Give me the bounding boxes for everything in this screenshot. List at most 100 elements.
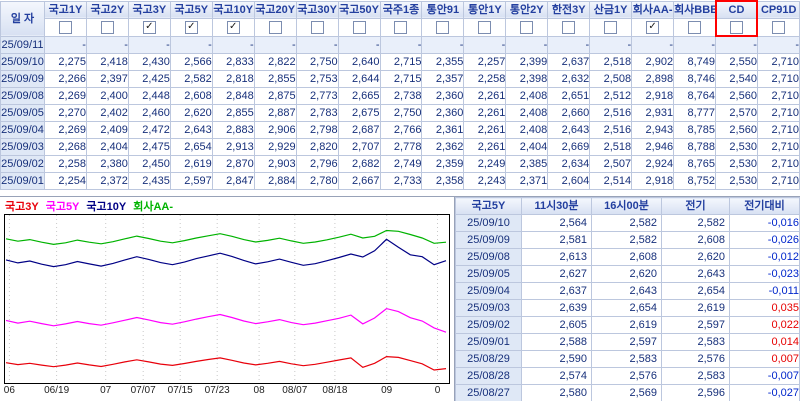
rate-cell: 2,778	[379, 138, 423, 156]
column-header-국주1종[interactable]: 국주1종	[379, 0, 423, 19]
rate-cell: 2,371	[505, 172, 549, 190]
column-header-산금1Y[interactable]: 산금1Y	[589, 0, 633, 19]
value-cell: 2,583	[661, 367, 730, 385]
rate-cell: 2,385	[505, 155, 549, 173]
column-checkbox-국주1종[interactable]	[394, 20, 408, 34]
column-checkbox-국고20Y[interactable]	[268, 20, 282, 34]
column-header-통안91[interactable]: 통안91	[421, 0, 465, 19]
daily-rates-table: 일 자 국고1Y 국고2Y 국고3Y 국고5Y 국고10Y 국고20Y 국고30Y 국고50Y…	[0, 0, 800, 190]
rate-row-25/09/03[interactable]: 25/09/03 2,268 2,404 2,475 2,654 2,913 2,929 2,…	[0, 138, 800, 156]
column-checkbox-통안91[interactable]	[436, 20, 450, 34]
intraday-row-25/08/29[interactable]: 25/08/29 2,590 2,583 2,576 0,007	[455, 350, 800, 368]
column-checkbox-통안2Y[interactable]	[520, 20, 534, 34]
intraday-change-header[interactable]: 전기대비	[729, 197, 800, 215]
rate-cell: 2,738	[379, 87, 423, 105]
rate-cell: 2,450	[127, 155, 171, 173]
rate-row-25/09/04[interactable]: 25/09/04 2,269 2,409 2,472 2,643 2,883 2,906 2,…	[0, 121, 800, 139]
date-cell: 25/09/01	[0, 172, 45, 190]
rate-row-25/09/05[interactable]: 25/09/05 2,270 2,402 2,460 2,620 2,855 2,887 2,…	[0, 104, 800, 122]
intraday-row-25/09/08[interactable]: 25/09/08 2,613 2,608 2,620 -0,012	[455, 248, 800, 266]
rate-cell: -	[631, 35, 675, 54]
intraday-1600-header[interactable]: 16시00분	[591, 197, 662, 215]
intraday-row-25/09/03[interactable]: 25/09/03 2,639 2,654 2,619 0,035	[455, 299, 800, 317]
intraday-row-25/09/05[interactable]: 25/09/05 2,627 2,620 2,643 -0,023	[455, 265, 800, 283]
change-cell: -0,011	[729, 282, 800, 300]
column-header-국고1Y[interactable]: 국고1Y	[44, 0, 87, 19]
column-checkbox-CD[interactable]	[729, 20, 743, 34]
intraday-row-25/09/02[interactable]: 25/09/02 2,605 2,619 2,597 0,022	[455, 316, 800, 334]
intraday-1130-header[interactable]: 11시30분	[521, 197, 592, 215]
rate-cell: 2,258	[463, 70, 507, 88]
rate-cell: 8,765	[673, 155, 716, 173]
column-checkbox-국고50Y[interactable]	[352, 20, 366, 34]
rate-row-25/09/08[interactable]: 25/09/08 2,269 2,400 2,448 2,608 2,848 2,875 2,…	[0, 87, 800, 105]
rate-cell: 2,530	[715, 172, 758, 190]
column-header-국고2Y[interactable]: 국고2Y	[85, 0, 129, 19]
date-column-header[interactable]: 일 자	[0, 0, 45, 37]
column-checkbox-국고3Y[interactable]: ✓	[142, 20, 156, 34]
column-header-국고20Y[interactable]: 국고20Y	[253, 0, 297, 19]
rate-cell: 8,764	[673, 87, 716, 105]
rate-cell: 2,269	[44, 121, 87, 139]
checkbox-cell	[421, 18, 465, 37]
change-cell: 0,007	[729, 350, 800, 368]
column-header-한전3Y[interactable]: 한전3Y	[547, 0, 591, 19]
rate-cell: 2,360	[421, 87, 465, 105]
column-header-CD[interactable]: CD	[714, 0, 759, 19]
column-header-국고10Y[interactable]: 국고10Y	[211, 0, 255, 19]
rate-cell: 2,780	[295, 172, 339, 190]
column-checkbox-국고10Y[interactable]: ✓	[226, 20, 240, 34]
column-checkbox-CP91D[interactable]	[772, 20, 786, 34]
column-header-국고50Y[interactable]: 국고50Y	[337, 0, 381, 19]
rate-cell: -	[421, 35, 465, 54]
rate-cell: 2,643	[547, 121, 591, 139]
value-cell: 2,620	[591, 265, 662, 283]
rate-row-25/09/01[interactable]: 25/09/01 2,254 2,372 2,435 2,597 2,847 2,884 2,…	[0, 172, 800, 190]
column-header-국고5Y[interactable]: 국고5Y	[169, 0, 213, 19]
rate-cell: 2,560	[715, 121, 758, 139]
rate-cell: 2,460	[127, 104, 171, 122]
intraday-row-25/09/04[interactable]: 25/09/04 2,637 2,643 2,654 -0,011	[455, 282, 800, 300]
value-cell: 2,597	[591, 333, 662, 351]
intraday-table-body: 25/09/10 2,564 2,582 2,582 -0,016 25/09/09 2,5…	[455, 214, 800, 401]
intraday-row-25/09/01[interactable]: 25/09/01 2,588 2,597 2,583 0,014	[455, 333, 800, 351]
column-header-통안1Y[interactable]: 통안1Y	[463, 0, 507, 19]
column-checkbox-국고2Y[interactable]	[100, 20, 114, 34]
column-checkbox-회사AA-[interactable]: ✓	[646, 20, 660, 34]
intraday-row-25/08/28[interactable]: 25/08/28 2,574 2,576 2,583 -0,007	[455, 367, 800, 385]
intraday-row-25/09/10[interactable]: 25/09/10 2,564 2,582 2,582 -0,016	[455, 214, 800, 232]
column-checkbox-국고5Y[interactable]: ✓	[184, 20, 198, 34]
rate-cell: 2,408	[505, 87, 549, 105]
column-checkbox-국고1Y[interactable]	[58, 20, 72, 34]
intraday-row-25/08/27[interactable]: 25/08/27 2,580 2,569 2,596 -0,027	[455, 384, 800, 401]
column-checkbox-통안1Y[interactable]	[478, 20, 492, 34]
column-header-회사AA-[interactable]: 회사AA-	[631, 0, 675, 19]
rate-cell: 2,540	[715, 70, 758, 88]
column-checkbox-산금1Y[interactable]	[604, 20, 618, 34]
x-tick-label: 09	[381, 385, 393, 396]
rate-cell: 2,918	[631, 172, 675, 190]
column-checkbox-한전3Y[interactable]	[562, 20, 576, 34]
column-header-국고30Y[interactable]: 국고30Y	[295, 0, 339, 19]
rate-row-25/09/11[interactable]: 25/09/11- - - - - - - - - - - - - - - - - -	[0, 35, 800, 54]
value-cell: 2,580	[521, 384, 592, 401]
intraday-prev-header[interactable]: 전기	[661, 197, 730, 215]
rate-cell: 2,516	[589, 121, 633, 139]
rate-cell: 2,710	[756, 53, 800, 71]
intraday-series-header[interactable]: 국고5Y	[455, 197, 522, 215]
rate-row-25/09/10[interactable]: 25/09/10 2,275 2,418 2,430 2,566 2,833 2,822 2,…	[0, 53, 800, 71]
column-header-통안2Y[interactable]: 통안2Y	[505, 0, 549, 19]
date-cell: 25/08/28	[455, 367, 522, 385]
column-header-회사BBB-[interactable]: 회사BBB-	[673, 0, 716, 19]
intraday-row-25/09/09[interactable]: 25/09/09 2,581 2,582 2,608 -0,026	[455, 231, 800, 249]
column-checkbox-국고30Y[interactable]	[310, 20, 324, 34]
date-cell: 25/09/09	[455, 231, 522, 249]
rate-row-25/09/02[interactable]: 25/09/02 2,258 2,380 2,450 2,619 2,870 2,903 2,…	[0, 155, 800, 173]
rate-cell: 2,268	[44, 138, 87, 156]
rate-cell: 2,355	[421, 53, 465, 71]
column-checkbox-회사BBB-[interactable]	[687, 20, 701, 34]
rate-row-25/09/09[interactable]: 25/09/09 2,266 2,397 2,425 2,582 2,818 2,855 2,…	[0, 70, 800, 88]
column-header-CP91D[interactable]: CP91D	[756, 0, 800, 19]
column-header-국고3Y[interactable]: 국고3Y	[127, 0, 171, 19]
